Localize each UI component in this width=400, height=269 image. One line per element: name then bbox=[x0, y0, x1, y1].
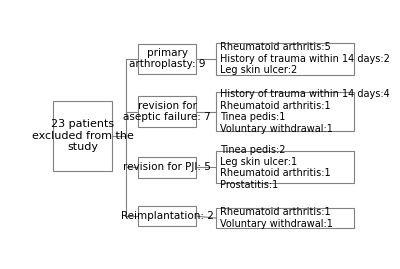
Text: 23 patients
excluded from the
study: 23 patients excluded from the study bbox=[32, 119, 134, 153]
Text: Rheumatoid arthritis:5
History of trauma within 14 days:2
Leg skin ulcer:2: Rheumatoid arthritis:5 History of trauma… bbox=[220, 42, 390, 75]
FancyBboxPatch shape bbox=[138, 44, 196, 74]
FancyBboxPatch shape bbox=[216, 43, 354, 75]
Text: revision for
aseptic failure: 7: revision for aseptic failure: 7 bbox=[123, 101, 211, 122]
FancyBboxPatch shape bbox=[138, 97, 196, 126]
FancyBboxPatch shape bbox=[216, 151, 354, 183]
Text: revision for PJI: 5: revision for PJI: 5 bbox=[123, 162, 211, 172]
Text: History of trauma within 14 days:4
Rheumatoid arthritis:1
Tinea pedis:1
Voluntar: History of trauma within 14 days:4 Rheum… bbox=[220, 89, 389, 134]
FancyBboxPatch shape bbox=[216, 208, 354, 228]
FancyBboxPatch shape bbox=[138, 157, 196, 178]
FancyBboxPatch shape bbox=[53, 101, 112, 171]
FancyBboxPatch shape bbox=[138, 206, 196, 226]
FancyBboxPatch shape bbox=[216, 92, 354, 131]
Text: primary
arthroplasty: 9: primary arthroplasty: 9 bbox=[129, 48, 205, 69]
Text: Tinea pedis:2
Leg skin ulcer:1
Rheumatoid arthritis:1
Prostatitis:1: Tinea pedis:2 Leg skin ulcer:1 Rheumatoi… bbox=[220, 145, 330, 190]
Text: Rheumatoid arthritis:1
Voluntary withdrawal:1: Rheumatoid arthritis:1 Voluntary withdra… bbox=[220, 207, 332, 229]
Text: Reimplantation: 2: Reimplantation: 2 bbox=[120, 211, 214, 221]
